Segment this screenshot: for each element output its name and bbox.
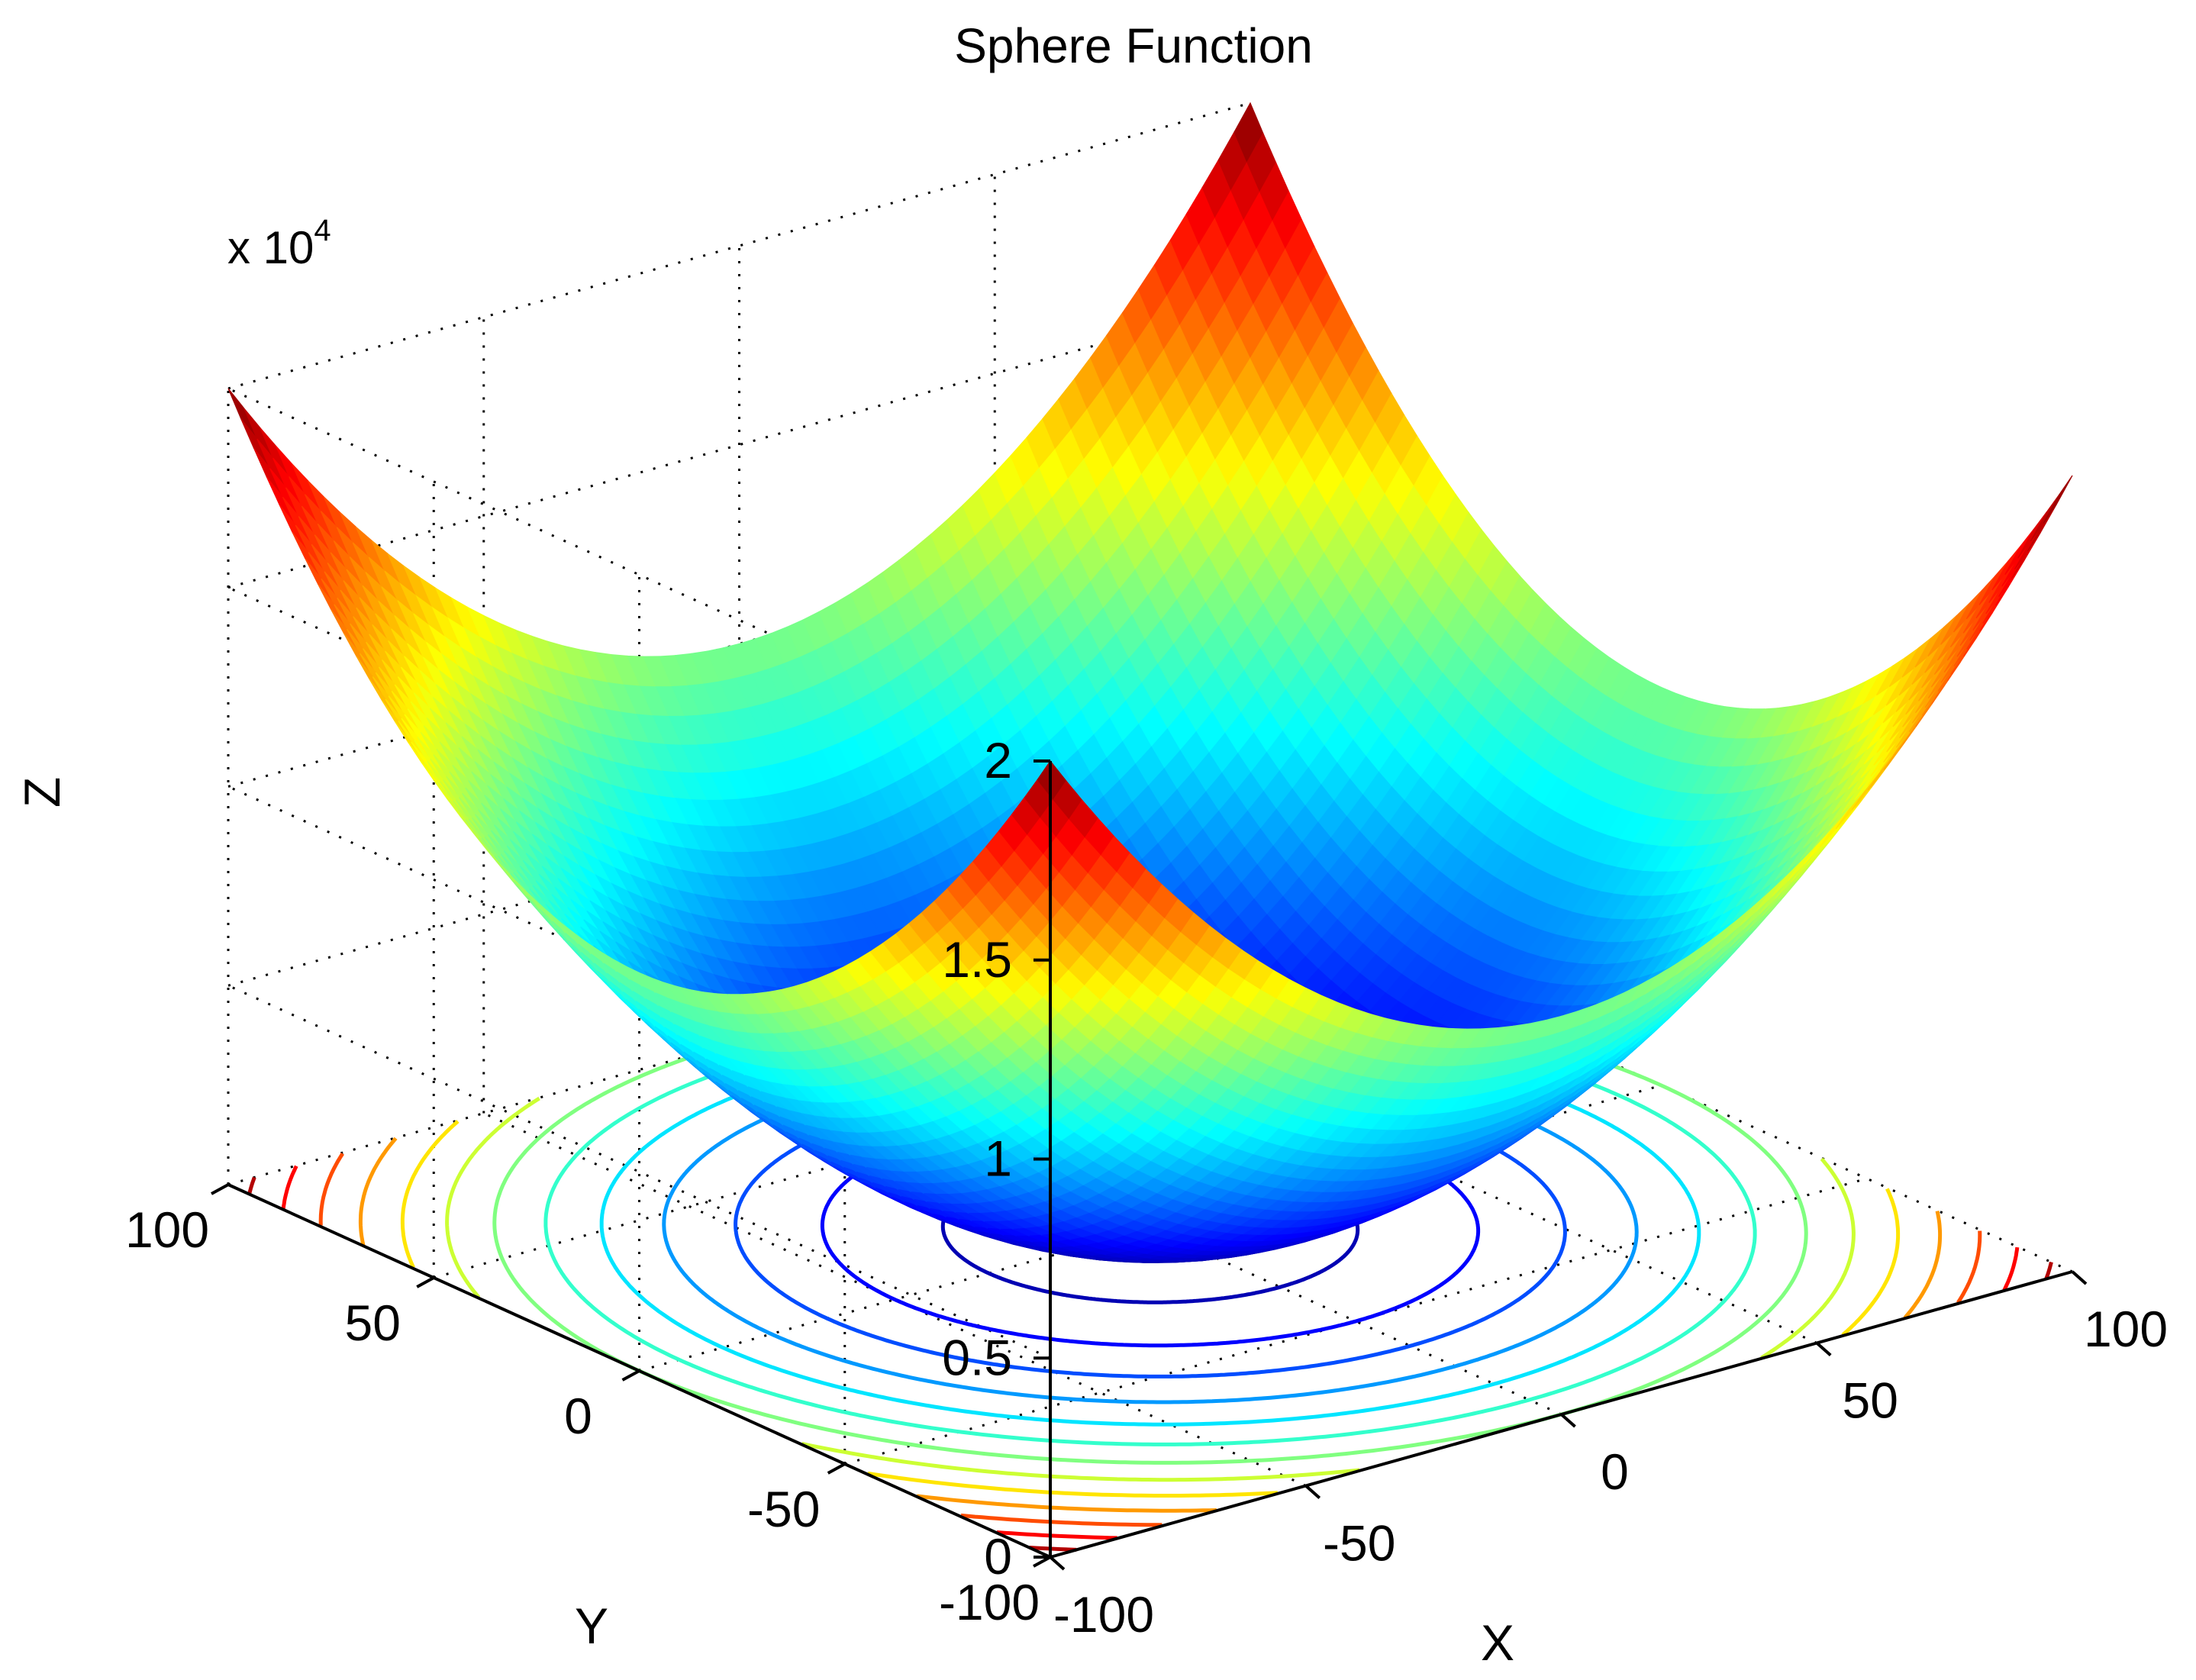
y-tick-label: -100 — [939, 1574, 1040, 1630]
y-tick-mark — [416, 1276, 435, 1288]
z-tick-label: 1.5 — [942, 931, 1012, 988]
grid-line-back-wall — [227, 102, 1251, 390]
surface-plot — [227, 102, 2073, 1263]
y-tick-label: -50 — [747, 1481, 820, 1537]
z-tick-label: 0.5 — [942, 1329, 1012, 1385]
surface-patch — [2043, 475, 2073, 524]
z-axis-label: Z — [14, 777, 70, 808]
x-tick-label: 100 — [2084, 1301, 2168, 1357]
x-tick-mark — [1560, 1413, 1576, 1428]
x-tick-label: -100 — [1053, 1586, 1154, 1643]
z-scale-base: x 10 — [227, 222, 314, 273]
z-tick-label: 1 — [984, 1130, 1012, 1187]
z-tick-label: 2 — [984, 732, 1012, 788]
y-tick-mark — [621, 1369, 640, 1382]
z-scale-exponent: 4 — [314, 214, 331, 247]
x-tick-label: 50 — [1843, 1372, 1898, 1429]
y-tick-label: 50 — [345, 1295, 401, 1351]
y-tick-mark — [827, 1462, 846, 1475]
y-tick-label: 100 — [125, 1201, 209, 1258]
chart-title: Sphere Function — [954, 18, 1313, 73]
y-tick-mark — [211, 1183, 229, 1195]
grid-line-back-wall — [227, 301, 1251, 589]
x-tick-mark — [1815, 1342, 1832, 1356]
y-axis-label: Y — [575, 1598, 608, 1654]
x-tick-label: -50 — [1323, 1515, 1395, 1572]
x-tick-mark — [1049, 1556, 1066, 1571]
grid-line-floor — [844, 1177, 1868, 1466]
z-scale-label: x 104 — [227, 214, 331, 273]
x-axis-label: X — [1481, 1614, 1514, 1671]
y-tick-label: 0 — [564, 1388, 592, 1444]
x-tick-mark — [2071, 1270, 2088, 1285]
surface-patch — [227, 388, 258, 440]
x-tick-label: 0 — [1601, 1443, 1629, 1500]
x-tick-mark — [1304, 1485, 1321, 1499]
